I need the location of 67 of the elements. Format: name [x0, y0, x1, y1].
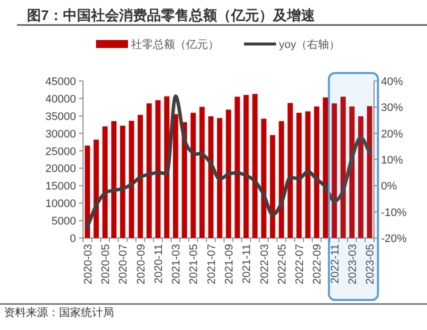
bar: [322, 97, 328, 238]
bar: [172, 114, 178, 238]
x-tick-label: 2022-03: [258, 244, 271, 284]
chart-title: 图7：中国社会消费品零售总额（亿元）及增速: [27, 7, 316, 23]
bar: [226, 110, 232, 238]
bar: [146, 103, 152, 238]
bar: [120, 126, 126, 238]
x-tick-label: 2022-09: [312, 244, 324, 284]
bar: [102, 126, 108, 238]
bar: [199, 106, 205, 238]
bar: [234, 96, 240, 238]
y-tick-label: 40000: [45, 93, 76, 106]
text: 资料来源：国家统计局: [4, 306, 114, 319]
y-tick-label: 15000: [45, 180, 76, 193]
y2-tick-label: 20%: [381, 128, 404, 140]
bar: [217, 118, 222, 238]
bar: [111, 121, 117, 238]
x-tick-label: 2020-07: [118, 244, 130, 284]
y-tick-label: 45000: [45, 76, 76, 88]
legend-label: yoy（右轴）: [279, 38, 340, 51]
x-tick-label: 2020-11: [152, 244, 165, 284]
bar: [164, 96, 170, 238]
y-tick-label: 5000: [52, 216, 76, 228]
y-tick-label: 0: [70, 233, 76, 245]
bar: [190, 112, 196, 238]
bar: [261, 118, 266, 238]
x-tick-label: 2021-03: [170, 244, 183, 284]
bar: [252, 94, 258, 238]
y2-tick-label: 10%: [381, 154, 404, 166]
x-tick-label: 2022-07: [294, 244, 306, 284]
x-tick-label: 2023-05: [364, 244, 377, 284]
bar: [340, 96, 346, 238]
bar: [288, 102, 293, 238]
x-tick-label: 2020-09: [135, 244, 148, 284]
y2-tick-label: -20%: [381, 233, 407, 245]
x-tick-label: 2022-05: [276, 244, 288, 284]
x-tick-label: 2021-05: [188, 244, 200, 284]
y2-tick-label: 0%: [381, 180, 398, 193]
x-tick-label: 2020-03: [82, 244, 94, 284]
x-tick-label: 2020-05: [100, 244, 112, 284]
bar: [305, 111, 311, 238]
y-tick-label: 20000: [45, 163, 76, 176]
bar: [155, 100, 161, 238]
x-tick-label: 2021-09: [224, 244, 236, 284]
x-tick-label: 2023-03: [346, 244, 359, 284]
bar: [314, 106, 320, 238]
bar: [94, 140, 99, 238]
y-tick-label: 30000: [45, 128, 76, 140]
bar: [208, 116, 214, 238]
bar: [243, 94, 249, 238]
bar: [332, 103, 337, 238]
bar: [296, 112, 302, 238]
x-tick-label: 2022-11: [329, 244, 342, 284]
y2-tick-label: 40%: [381, 76, 404, 88]
bar: [128, 120, 134, 238]
y-tick-label: 25000: [45, 146, 76, 158]
bar: [358, 116, 364, 238]
legend-label: 社零总额（亿元）: [131, 38, 219, 51]
bar: [138, 114, 143, 238]
bar: [366, 106, 372, 238]
x-tick-label: 2021-07: [206, 244, 218, 284]
y2-tick-label: -10%: [381, 206, 407, 219]
bar: [270, 135, 276, 238]
y2-tick-label: 30%: [381, 102, 404, 114]
x-tick-label: 2021-11: [241, 244, 254, 284]
y-tick-label: 10000: [45, 198, 76, 210]
y-tick-label: 35000: [45, 110, 76, 123]
